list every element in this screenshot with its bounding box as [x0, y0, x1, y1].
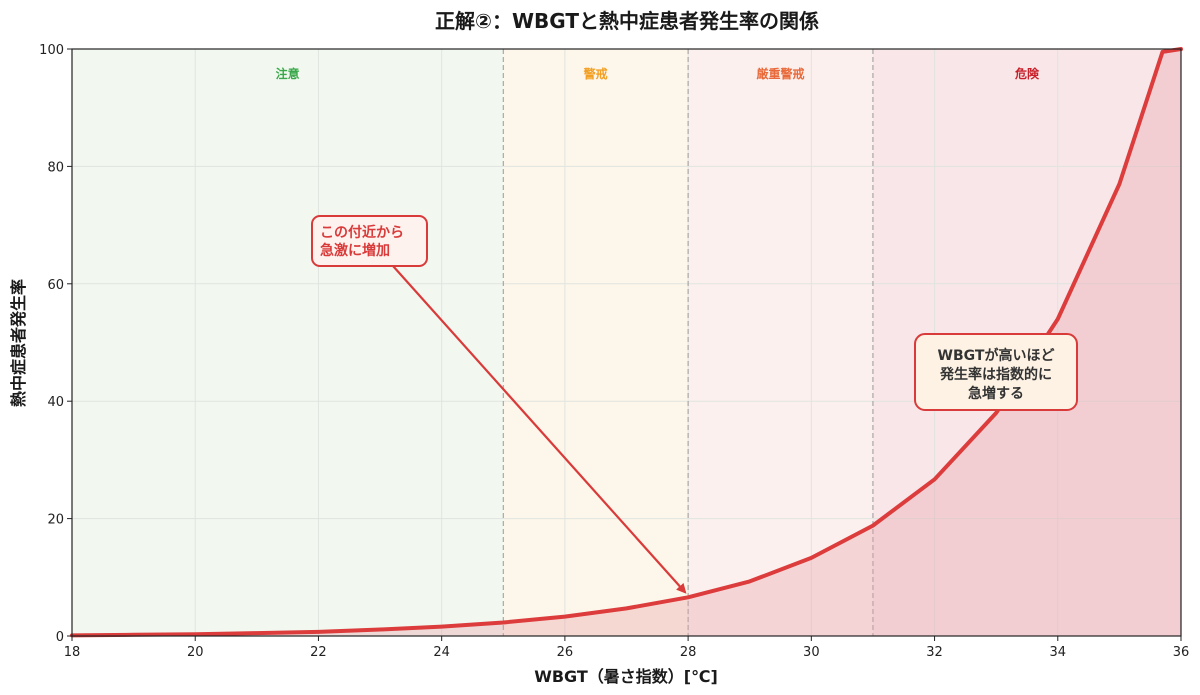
arrow-pointer — [392, 265, 687, 594]
x-tick-label: 26 — [557, 645, 574, 660]
callout-box-exponential — [914, 333, 1078, 411]
zone-background — [688, 49, 873, 636]
x-tick-label: 20 — [187, 645, 204, 660]
zone-label: 危険 — [1014, 66, 1040, 81]
x-tick-label: 24 — [433, 645, 450, 660]
zone-labels: 注意 警戒 厳重警戒 危険 — [276, 66, 1040, 81]
zone-label: 注意 — [276, 66, 300, 81]
y-tick-label: 60 — [47, 278, 64, 293]
x-tick-label: 34 — [1050, 645, 1067, 660]
zone-boundaries — [502, 49, 874, 636]
callout-text-exponential: WBGTが高いほど — [938, 347, 1055, 364]
zone-label: 厳重警戒 — [757, 66, 805, 81]
callout-text-steep: この付近から — [320, 224, 404, 241]
x-tick-label: 30 — [803, 645, 820, 660]
y-tick-label: 0 — [56, 630, 64, 645]
y-tick-label: 40 — [47, 395, 64, 410]
y-tick-label: 80 — [47, 160, 64, 175]
tick-labels: 18 20 22 24 26 28 30 32 34 36 0 20 40 60 80 100 — [39, 43, 1189, 660]
callout-text-exponential: 発生率は指数的に — [939, 366, 1052, 383]
y-axis-title: 熱中症患者発生率 — [9, 279, 28, 407]
x-axis-title: WBGT（暑さ指数）[℃] — [534, 667, 718, 686]
plot-frame — [71, 48, 1182, 637]
x-tick-label: 28 — [680, 645, 697, 660]
zone-label: 警戒 — [583, 66, 608, 81]
axes — [71, 48, 1182, 637]
chart-title: 正解②：WBGTと熱中症患者発生率の関係 — [435, 9, 819, 33]
y-tick-label: 20 — [47, 513, 64, 528]
x-tick-label: 32 — [926, 645, 943, 660]
callout-box-steep — [311, 215, 428, 267]
x-tick-label: 36 — [1173, 645, 1190, 660]
x-tick-label: 18 — [64, 645, 81, 660]
zone-background — [72, 49, 504, 636]
x-tick-label: 22 — [310, 645, 327, 660]
callout-text-exponential: 急増する — [968, 385, 1024, 402]
y-tick-label: 100 — [39, 43, 64, 58]
area-fill — [72, 49, 1181, 636]
callout-text-steep: 急激に増加 — [320, 242, 390, 259]
zone-background — [503, 49, 689, 636]
